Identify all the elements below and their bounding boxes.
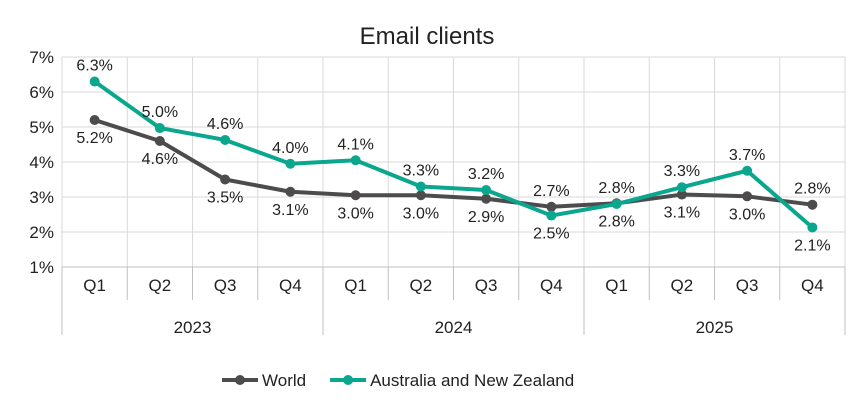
- y-tick-label: 7%: [29, 48, 54, 67]
- legend-label: Australia and New Zealand: [370, 371, 574, 390]
- data-point: [89, 76, 100, 87]
- data-label: 3.0%: [337, 205, 373, 222]
- y-tick-label: 3%: [29, 188, 54, 207]
- data-point: [89, 115, 100, 125]
- x-tick-year: 2024: [435, 318, 473, 337]
- data-point: [350, 190, 361, 201]
- x-tick-quarter: Q3: [736, 276, 759, 295]
- data-label: 3.1%: [272, 202, 308, 219]
- data-label: 3.0%: [729, 206, 765, 223]
- x-tick-quarter: Q2: [410, 276, 433, 295]
- data-point: [285, 186, 296, 197]
- chart-title: Email clients: [360, 23, 495, 50]
- data-point: [807, 222, 818, 233]
- data-label: 5.0%: [142, 104, 178, 121]
- data-label: 3.2%: [468, 166, 504, 183]
- data-point: [415, 190, 426, 201]
- data-label: 3.0%: [403, 205, 439, 222]
- data-point: [415, 181, 426, 192]
- x-tick-quarter: Q1: [344, 276, 367, 295]
- x-tick-year: 2025: [696, 318, 734, 337]
- data-point: [154, 136, 165, 146]
- y-tick-label: 1%: [29, 258, 54, 277]
- data-point: [546, 210, 557, 221]
- data-point: [285, 158, 296, 169]
- series-line-1: [93, 79, 814, 229]
- y-tick-label: 4%: [29, 153, 54, 172]
- data-label: 2.7%: [533, 183, 569, 200]
- data-label: 2.8%: [598, 213, 634, 230]
- data-label: 3.5%: [207, 190, 243, 207]
- series-line-0: [94, 118, 813, 209]
- data-point: [676, 182, 687, 193]
- data-label: 4.6%: [207, 116, 243, 133]
- data-label: 3.7%: [729, 147, 765, 164]
- x-tick-quarter: Q1: [83, 276, 106, 295]
- data-label: 6.3%: [76, 58, 112, 75]
- x-tick-quarter: Q2: [671, 276, 694, 295]
- data-point: [676, 189, 687, 200]
- data-point: [220, 174, 231, 185]
- data-point: [742, 165, 753, 176]
- x-tick-quarter: Q3: [475, 276, 498, 295]
- x-tick-quarter: Q4: [801, 276, 824, 295]
- data-label: 3.3%: [403, 163, 439, 180]
- data-point: [350, 155, 361, 166]
- data-point: [807, 199, 818, 210]
- data-label: 2.8%: [794, 181, 830, 198]
- y-tick-label: 2%: [29, 223, 54, 242]
- data-point: [611, 199, 622, 209]
- data-label: 3.1%: [664, 205, 700, 222]
- data-label: 4.0%: [272, 140, 308, 157]
- data-label: 5.2%: [76, 130, 112, 147]
- y-tick-label: 6%: [29, 83, 54, 102]
- data-label: 4.1%: [337, 136, 373, 153]
- data-point: [742, 191, 753, 202]
- x-tick-year: 2023: [174, 318, 212, 337]
- data-label: 3.3%: [664, 163, 700, 180]
- x-tick-quarter: Q2: [149, 276, 172, 295]
- data-label: 2.5%: [533, 226, 569, 243]
- data-point: [154, 123, 165, 134]
- data-label: 2.8%: [598, 180, 634, 197]
- data-point: [546, 201, 557, 212]
- data-point: [481, 193, 492, 204]
- x-tick-quarter: Q3: [214, 276, 237, 295]
- data-label: 2.9%: [468, 209, 504, 226]
- y-tick-label: 5%: [29, 118, 54, 137]
- x-tick-quarter: Q1: [605, 276, 628, 295]
- data-point: [220, 134, 231, 145]
- x-tick-quarter: Q4: [540, 276, 563, 295]
- legend-marker: [343, 375, 354, 385]
- x-tick-quarter: Q4: [279, 276, 302, 295]
- data-label: 2.1%: [794, 237, 830, 254]
- data-point: [481, 185, 492, 195]
- legend-marker: [235, 375, 245, 385]
- data-label: 4.6%: [142, 151, 178, 168]
- legend-label: World: [262, 371, 306, 390]
